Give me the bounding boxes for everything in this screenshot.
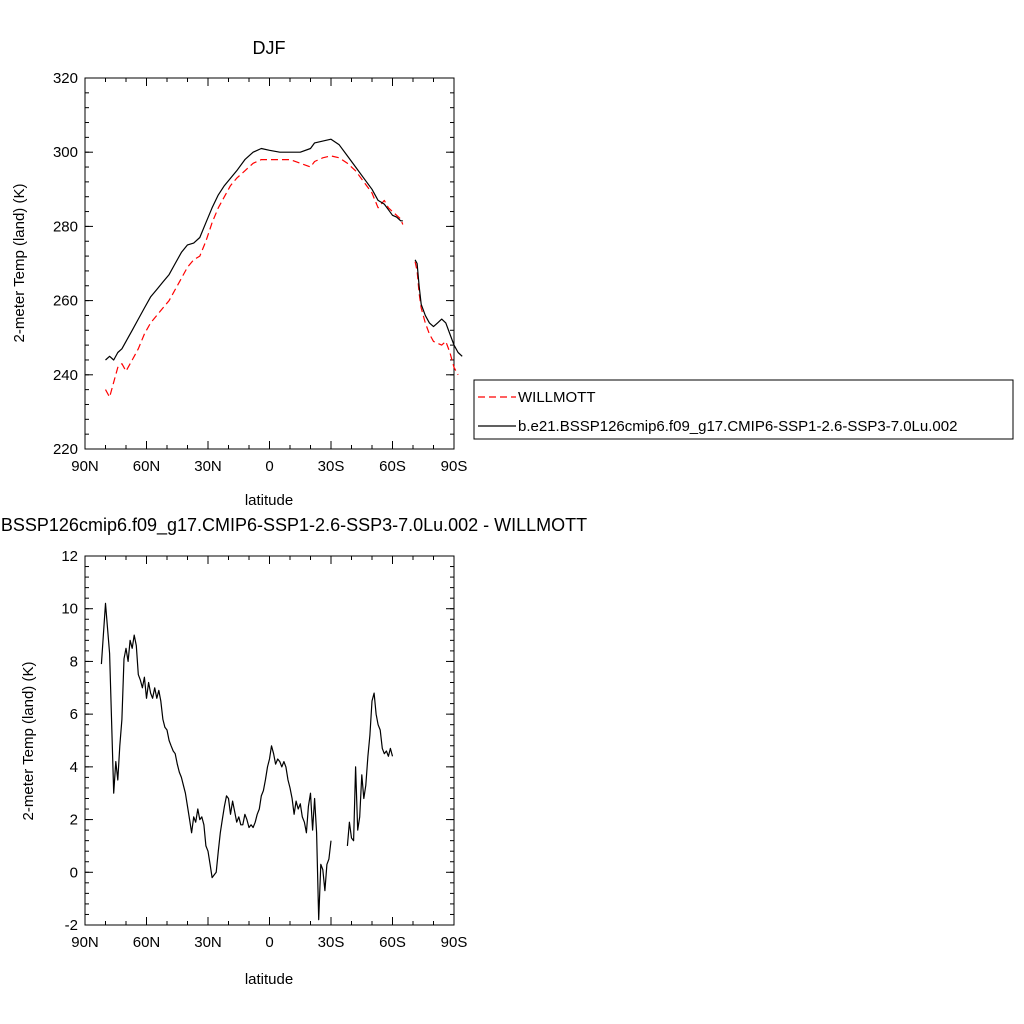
- x-tick-label: 30S: [318, 934, 345, 951]
- y-tick-label: 8: [70, 653, 78, 670]
- series-line-0: [100, 602, 332, 921]
- x-tick-label: 60S: [379, 458, 406, 475]
- y-tick-label: 2: [70, 812, 78, 829]
- y-tick-label: 220: [53, 441, 78, 458]
- y-tick-label: 240: [53, 367, 78, 384]
- y-tick-label: 260: [53, 293, 78, 310]
- difference-panel: b.e21.BSSP126cmip6.f09_g17.CMIP6-SSP1-2.…: [0, 515, 587, 988]
- y-tick-label: 320: [53, 70, 78, 87]
- x-tick-label: 60N: [133, 934, 161, 951]
- y-tick-label: 0: [70, 864, 78, 881]
- y-axis-label: 2-meter Temp (land) (K): [11, 184, 28, 343]
- plot-area: 90N 60N 30N 0 30S 60S 90S 220 240 260 280 300 320: [53, 70, 467, 475]
- legend-label-willmott: WILLMOTT: [518, 389, 596, 406]
- temperature-panel: DJF 90N 60N 30N 0 30S 60S 90S 220 240 260 280 300 32…: [11, 38, 467, 509]
- y-tick-label: 300: [53, 144, 78, 161]
- x-tick-label: 90N: [71, 458, 99, 475]
- y-tick-label: -2: [65, 917, 78, 934]
- y-tick-label: 10: [61, 601, 78, 618]
- plot-frame: [84, 555, 455, 926]
- x-axis-label: latitude: [245, 971, 293, 988]
- panel-title: b.e21.BSSP126cmip6.f09_g17.CMIP6-SSP1-2.…: [0, 515, 587, 536]
- legend-label-model: b.e21.BSSP126cmip6.f09_g17.CMIP6-SSP1-2.…: [518, 418, 957, 435]
- series-line-1: [414, 259, 463, 357]
- x-tick-label: 30N: [194, 934, 222, 951]
- legend-box: [473, 379, 1014, 440]
- series-line-1: [105, 138, 403, 361]
- series-line-0: [104, 155, 404, 398]
- x-axis-label: latitude: [245, 492, 293, 509]
- x-tick-label: 60S: [379, 934, 406, 951]
- y-tick-label: 6: [70, 706, 78, 723]
- y-tick-label: 12: [61, 548, 78, 565]
- y-tick-label: 280: [53, 218, 78, 235]
- x-tick-label: 30S: [318, 458, 345, 475]
- y-axis-label: 2-meter Temp (land) (K): [20, 662, 37, 821]
- legend: WILLMOTT b.e21.BSSP126cmip6.f09_g17.CMIP…: [473, 379, 1014, 440]
- x-tick-label: 60N: [133, 458, 161, 475]
- x-tick-label: 90S: [441, 934, 468, 951]
- plot-area: 90N 60N 30N 0 30S 60S 90S -2 0 2 4 6 8 10 12: [61, 548, 467, 951]
- x-tick-label: 0: [265, 458, 273, 475]
- x-tick-label: 0: [265, 934, 273, 951]
- series-line-0: [346, 692, 394, 846]
- series-line-0: [414, 261, 459, 376]
- plot-frame: [84, 77, 455, 450]
- x-tick-label: 30N: [194, 458, 222, 475]
- panel-title: DJF: [253, 38, 286, 58]
- y-tick-label: 4: [70, 759, 78, 776]
- x-tick-label: 90N: [71, 934, 99, 951]
- x-tick-label: 90S: [441, 458, 468, 475]
